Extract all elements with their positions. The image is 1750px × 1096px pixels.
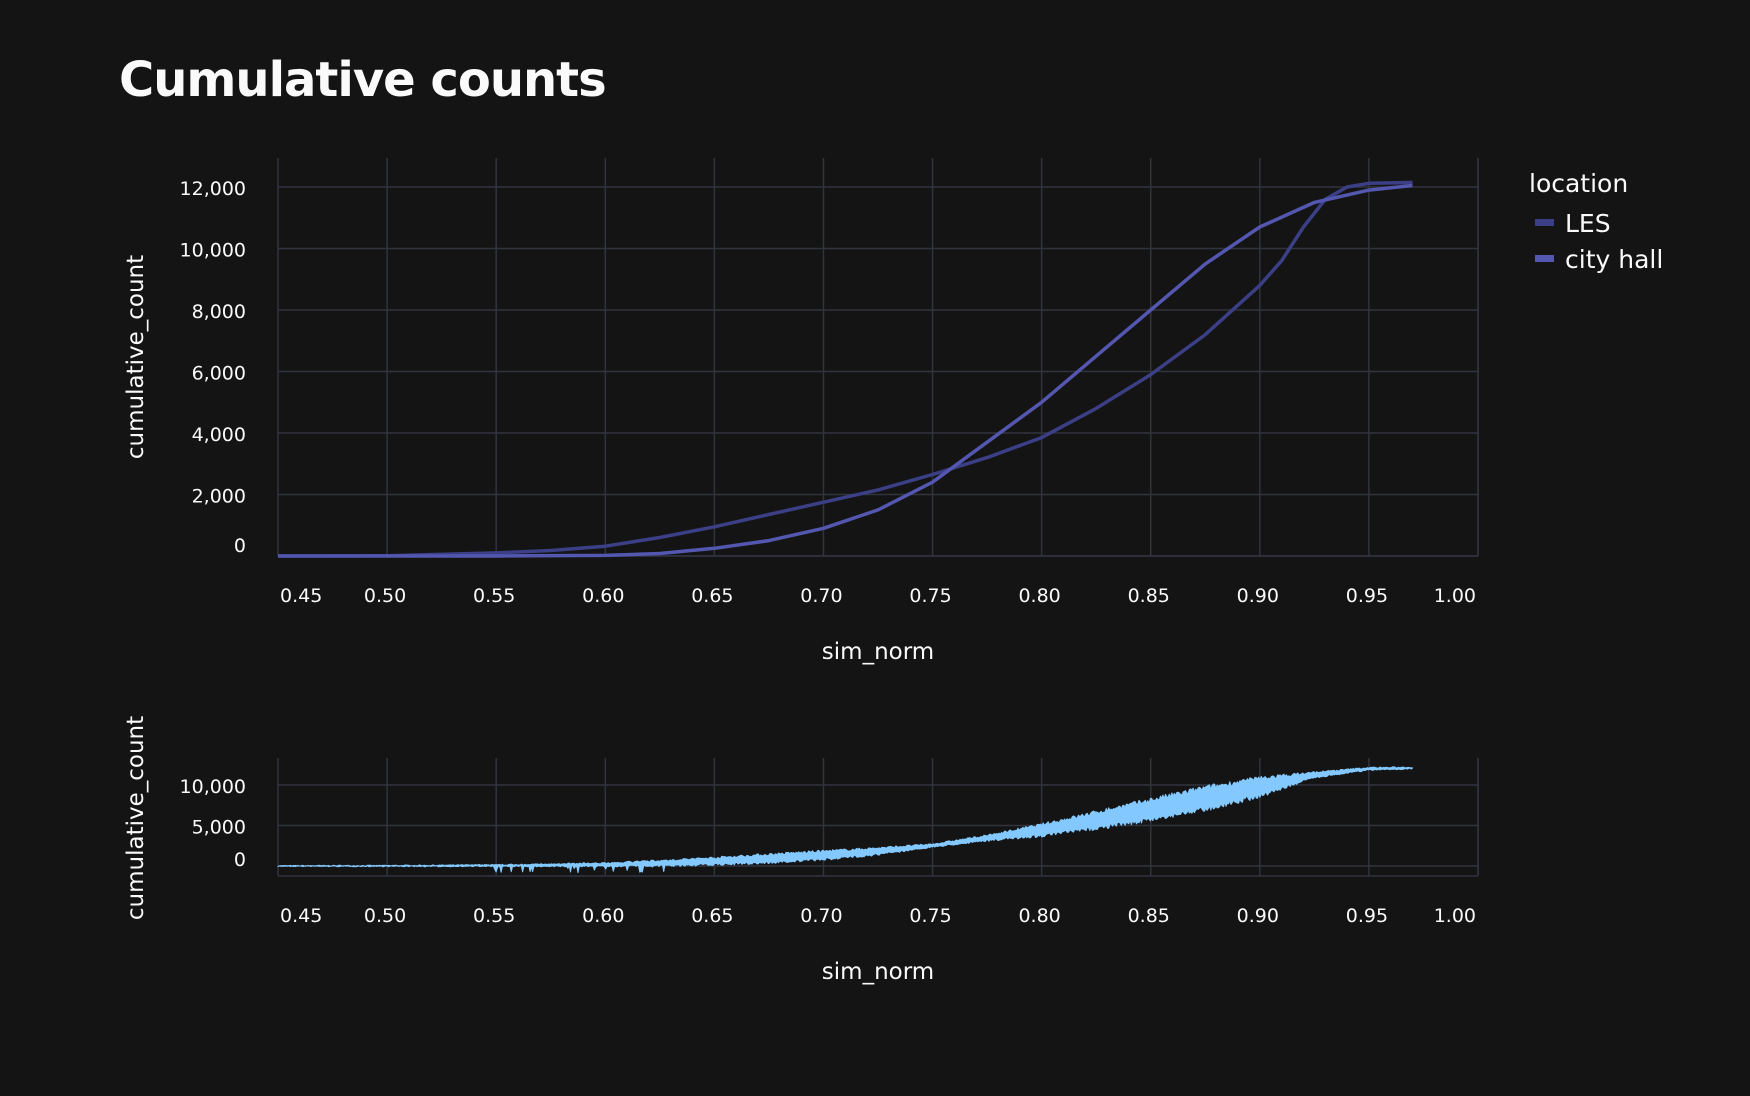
c1-x-tick-label: 1.00 [1434, 585, 1476, 607]
c2-x-tick-label: 0.65 [691, 905, 733, 927]
c1-x-tick-label: 0.50 [364, 585, 406, 607]
chart1-gridlines [277, 158, 1479, 557]
c2-x-tick-label: 0.90 [1237, 905, 1279, 927]
c1-x-tick-label: 0.80 [1018, 585, 1060, 607]
c2-x-tick-label: 0.85 [1128, 905, 1170, 927]
chart2-x-tick-labels: 0.45 0.50 0.55 0.60 0.65 0.70 0.75 0.80 0.85 0.90… [280, 905, 1476, 927]
c2-y-tick-label: 10,000 [180, 776, 246, 798]
c1-x-tick-label: 0.70 [800, 585, 842, 607]
chart2-y-tick-labels: 0 5,000 10,000 [180, 776, 246, 871]
c2-x-tick-label: 0.95 [1346, 905, 1388, 927]
cumulative-area-chart: 0.45 0.50 0.55 0.60 0.65 0.70 0.75 0.80 0.85 0.90… [123, 716, 1479, 985]
c1-y-tick-label: 10,000 [180, 240, 246, 262]
c2-x-tick-label: 0.75 [909, 905, 951, 927]
chart1-y-tick-labels: 0 2,000 4,000 6,000 8,000 10,000 12,000 [180, 178, 246, 557]
c1-y-tick-label: 0 [234, 535, 246, 557]
c2-x-tick-label: 0.60 [582, 905, 624, 927]
legend-label: LES [1565, 209, 1611, 238]
c1-x-tick-label: 0.85 [1128, 585, 1170, 607]
series-line-les [277, 180, 1413, 558]
c1-x-tick-label: 0.95 [1346, 585, 1388, 607]
c2-y-tick-label: 5,000 [192, 817, 246, 839]
cumulative-line-chart: 0.45 0.50 0.55 0.60 0.65 0.70 0.75 0.80 0.85 0.90… [123, 158, 1663, 665]
legend-items: LES city hall [1535, 209, 1663, 274]
legend-swatch [1535, 255, 1554, 262]
c1-x-tick-label: 0.60 [582, 585, 624, 607]
legend-label: city hall [1565, 245, 1663, 274]
c2-x-tick-label: 1.00 [1434, 905, 1476, 927]
c1-x-tick-label: 0.75 [909, 585, 951, 607]
c1-y-tick-label: 6,000 [192, 363, 246, 385]
chart2-series [277, 766, 1413, 874]
c1-x-tick-label: 0.45 [280, 585, 322, 607]
c2-x-tick-label: 0.70 [800, 905, 842, 927]
chart1-series [277, 180, 1413, 558]
c1-y-tick-label: 2,000 [192, 486, 246, 508]
c2-x-tick-label: 0.55 [473, 905, 515, 927]
legend: location LES city hall [1529, 169, 1663, 274]
noisy-area-series [277, 766, 1413, 874]
chart1-x-axis-title: sim_norm [822, 639, 934, 665]
legend-title: location [1529, 169, 1628, 198]
chart1-x-tick-labels: 0.45 0.50 0.55 0.60 0.65 0.70 0.75 0.80 0.85 0.90… [280, 585, 1476, 607]
c2-x-tick-label: 0.45 [280, 905, 322, 927]
series-line-city-hall [278, 183, 1413, 558]
legend-swatch [1535, 219, 1554, 226]
c1-x-tick-label: 0.55 [473, 585, 515, 607]
page-title: Cumulative counts [119, 52, 607, 108]
chart1-y-axis-title: cumulative_count [123, 255, 149, 459]
c1-y-tick-label: 12,000 [180, 178, 246, 200]
c1-y-tick-label: 8,000 [192, 301, 246, 323]
c2-x-tick-label: 0.80 [1018, 905, 1060, 927]
chart2-y-axis-title: cumulative_count [123, 716, 149, 920]
c1-x-tick-label: 0.90 [1237, 585, 1279, 607]
chart2-x-axis-title: sim_norm [822, 959, 934, 985]
c2-x-tick-label: 0.50 [364, 905, 406, 927]
c1-x-tick-label: 0.65 [691, 585, 733, 607]
c1-y-tick-label: 4,000 [192, 424, 246, 446]
c2-y-tick-label: 0 [234, 849, 246, 871]
